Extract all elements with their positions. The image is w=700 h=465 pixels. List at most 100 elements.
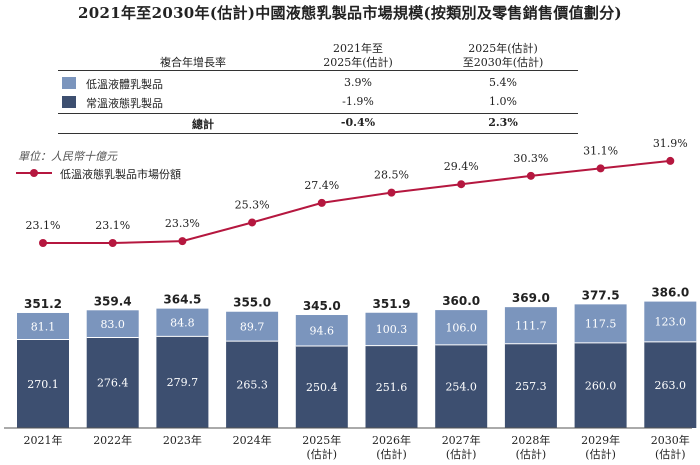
bar-ambient bbox=[644, 341, 697, 428]
bar-low-temp bbox=[644, 301, 697, 342]
share-line-point bbox=[596, 164, 605, 173]
data-label-ambient: 276.4 bbox=[97, 377, 129, 390]
x-tick-label-sub: (估計) bbox=[516, 447, 547, 461]
x-tick-label: 2029年 bbox=[581, 433, 620, 447]
cagr-row-label-low-temp: 低溫液體乳製品 bbox=[86, 78, 163, 91]
share-line-label: 31.1% bbox=[583, 144, 618, 157]
bar-ambient bbox=[574, 342, 627, 428]
share-line-label: 28.5% bbox=[374, 169, 409, 182]
cagr-total-rule bbox=[58, 113, 578, 114]
data-label-ambient: 279.7 bbox=[167, 376, 199, 389]
data-label-total: 364.5 bbox=[163, 293, 201, 307]
x-tick-label: 2030年 bbox=[651, 433, 690, 447]
share-line-point bbox=[457, 180, 466, 189]
data-label-total: 359.4 bbox=[94, 294, 132, 308]
bar-ambient bbox=[295, 345, 348, 428]
share-line-label: 31.9% bbox=[653, 137, 688, 150]
cagr-col2-header-line2: 至2030年(估計) bbox=[462, 56, 544, 69]
bar-low-temp bbox=[435, 310, 488, 345]
x-tick-label-sub: (估計) bbox=[307, 447, 338, 461]
bar-low-temp bbox=[86, 310, 139, 338]
data-label-ambient: 263.0 bbox=[655, 379, 687, 392]
data-label-total: 360.0 bbox=[442, 294, 480, 308]
x-tick-label: 2025年 bbox=[302, 433, 341, 447]
share-line-label: 25.3% bbox=[235, 198, 270, 211]
x-tick-label: 2028年 bbox=[511, 433, 550, 447]
cagr-header-label: 複合年增長率 bbox=[160, 56, 226, 69]
data-label-total: 345.0 bbox=[303, 299, 341, 313]
x-tick-label-sub: (估計) bbox=[655, 447, 686, 461]
data-label-total: 377.5 bbox=[582, 288, 620, 302]
bar-low-temp bbox=[574, 304, 627, 343]
data-label-total: 351.9 bbox=[373, 297, 411, 311]
ambient-swatch bbox=[62, 96, 76, 108]
data-label-low-temp: 81.1 bbox=[31, 320, 56, 333]
share-line-label: 27.4% bbox=[304, 179, 339, 192]
bar-low-temp bbox=[365, 312, 418, 346]
x-tick-label: 2027年 bbox=[442, 433, 481, 447]
data-label-low-temp: 89.7 bbox=[240, 320, 265, 333]
data-label-total: 386.0 bbox=[651, 286, 689, 300]
bar-ambient bbox=[86, 337, 139, 428]
cagr-row-ambient-v2: 1.0% bbox=[489, 95, 517, 108]
data-label-low-temp: 106.0 bbox=[445, 321, 477, 334]
data-label-total: 369.0 bbox=[512, 291, 550, 305]
share-line-series bbox=[43, 159, 671, 244]
x-tick-label: 2022年 bbox=[93, 433, 132, 447]
bar-low-temp bbox=[504, 307, 557, 344]
data-label-low-temp: 83.0 bbox=[100, 318, 125, 331]
bar-ambient bbox=[504, 343, 557, 428]
x-tick-label-sub: (估計) bbox=[585, 447, 616, 461]
line-legend-label: 低溫液態乳製品市場份額 bbox=[60, 168, 181, 181]
data-label-total: 351.2 bbox=[24, 297, 62, 311]
share-line-point bbox=[178, 237, 187, 246]
share-line-label: 23.3% bbox=[165, 217, 200, 230]
cagr-bottom-rule bbox=[58, 133, 578, 134]
bar-low-temp bbox=[295, 315, 348, 346]
share-line-point bbox=[526, 171, 535, 180]
bar-ambient bbox=[365, 345, 418, 428]
bar-low-temp bbox=[17, 312, 69, 340]
share-line-point bbox=[39, 239, 47, 247]
x-tick-label: 2023年 bbox=[163, 433, 202, 447]
data-label-low-temp: 123.0 bbox=[655, 316, 687, 329]
line-legend-marker bbox=[16, 169, 52, 177]
x-tick-label: 2026年 bbox=[372, 433, 411, 447]
share-line-point bbox=[387, 188, 396, 197]
bar-low-temp bbox=[156, 308, 209, 337]
cagr-col2-header-line1: 2025年(估計) bbox=[468, 42, 538, 55]
cagr-row-low-temp-v1: 3.9% bbox=[344, 76, 372, 89]
cagr-row-ambient-v1: -1.9% bbox=[342, 95, 374, 108]
bar-ambient bbox=[435, 344, 488, 428]
cagr-row-low-temp-v2: 5.4% bbox=[489, 76, 517, 89]
data-label-low-temp: 94.6 bbox=[310, 325, 335, 338]
x-tick-label-sub: (估計) bbox=[446, 447, 477, 461]
data-label-ambient: 260.0 bbox=[585, 379, 617, 392]
unit-label: 單位：人民幣十億元 bbox=[18, 150, 117, 163]
share-line-point bbox=[317, 198, 326, 207]
bar-ambient bbox=[226, 341, 279, 428]
x-tick-label: 2024年 bbox=[233, 433, 272, 447]
cagr-col1-header-line2: 2025年(估計) bbox=[323, 56, 393, 69]
data-label-ambient: 254.0 bbox=[445, 380, 477, 393]
cagr-row-label-ambient: 常溫液態乳製品 bbox=[86, 97, 163, 110]
cagr-total-v2: 2.3% bbox=[488, 116, 518, 129]
cagr-total-v1: -0.4% bbox=[340, 116, 376, 129]
data-label-low-temp: 84.8 bbox=[170, 317, 195, 330]
data-label-ambient: 250.4 bbox=[306, 381, 338, 394]
data-label-low-temp: 100.3 bbox=[376, 323, 408, 336]
data-label-total: 355.0 bbox=[233, 296, 271, 310]
chart-title: 2021年至2030年(估計)中國液態乳製品市場規模(按類別及零售銷售價值劃分) bbox=[78, 4, 622, 22]
cagr-col1-header-line1: 2021年至 bbox=[333, 42, 383, 55]
data-label-ambient: 251.6 bbox=[376, 381, 408, 394]
x-tick-label: 2021年 bbox=[24, 433, 63, 447]
share-line-point bbox=[666, 156, 675, 165]
share-line-label: 23.1% bbox=[95, 219, 130, 232]
low-temp-swatch bbox=[62, 77, 76, 89]
bar-ambient bbox=[17, 339, 69, 428]
bar-ambient bbox=[156, 336, 209, 428]
share-line-point bbox=[248, 218, 257, 227]
cagr-total-label: 總計 bbox=[192, 118, 214, 131]
data-label-low-temp: 111.7 bbox=[515, 319, 547, 332]
